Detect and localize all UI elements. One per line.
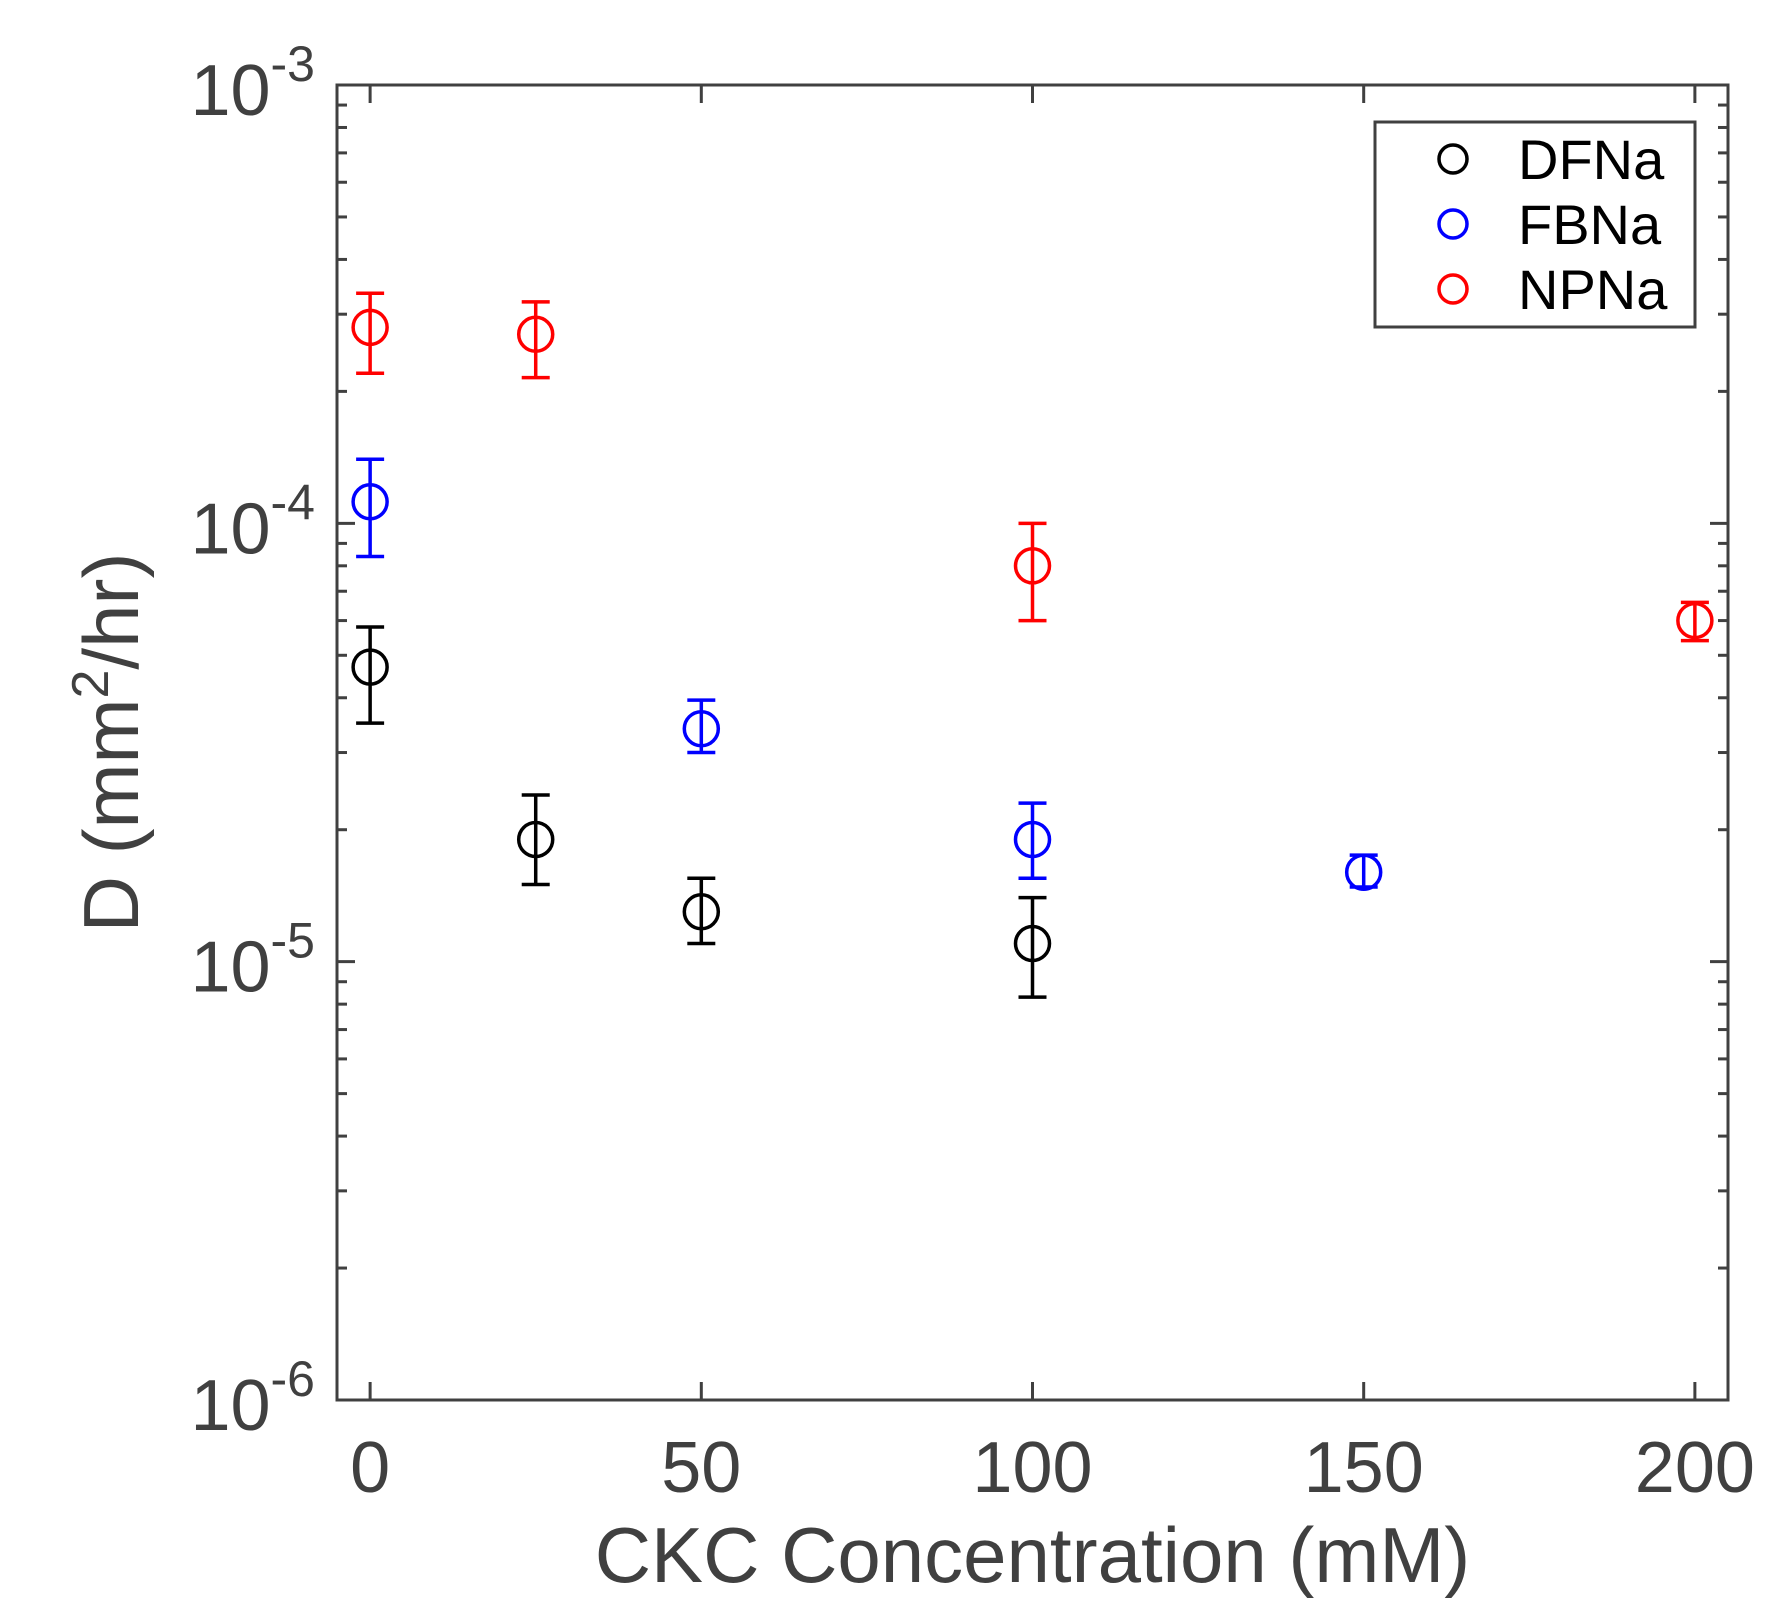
y-axis-title-superscript: 2	[62, 670, 120, 699]
data-point	[682, 892, 721, 931]
data-point	[1013, 924, 1052, 963]
x-tick-label: 150	[1304, 1428, 1424, 1508]
data-point	[351, 308, 389, 347]
x-axis-title: CKC Concentration (mM)	[595, 1511, 1471, 1599]
series-fbna	[351, 457, 1383, 891]
data-layer	[351, 291, 1714, 999]
data-point	[1013, 547, 1052, 585]
data-point	[1344, 853, 1383, 891]
legend-label: DFNa	[1518, 128, 1665, 191]
data-point	[1013, 820, 1052, 859]
y-tick-label: 10-3	[190, 36, 315, 131]
data-point	[516, 820, 555, 859]
legend-label: NPNa	[1518, 258, 1668, 321]
axis-labels: CKC Concentration (mM) D (mm2/hr)	[62, 553, 1470, 1599]
axes-layer: 10-3 10-4 10-5 10-6 0 50 100 150 200	[190, 36, 1755, 1508]
legend-marker	[1437, 273, 1469, 305]
legend-marker	[1437, 143, 1469, 175]
series-dfna	[351, 625, 1052, 999]
data-point	[1676, 601, 1714, 640]
data-point	[516, 315, 555, 354]
x-tick-label: 200	[1635, 1428, 1755, 1508]
x-tick-label: 50	[661, 1428, 741, 1508]
y-axis-title: D (mm2/hr)	[62, 553, 155, 933]
x-tick-label: 0	[350, 1428, 390, 1508]
y-axis-title-suffix: /hr)	[67, 553, 155, 670]
legend-label: FBNa	[1518, 193, 1662, 256]
x-tick-label: 100	[972, 1428, 1092, 1508]
y-tick-label: 10-6	[190, 1351, 315, 1446]
y-axis-title-prefix: D (mm	[67, 698, 155, 932]
legend-marker	[1437, 208, 1469, 240]
data-point	[351, 648, 389, 686]
series-npna	[351, 291, 1714, 643]
y-tick-label: 10-4	[190, 474, 315, 569]
data-point	[351, 483, 389, 521]
legend-box	[1373, 120, 1697, 329]
data-point	[682, 709, 721, 748]
y-tick-label: 10-5	[190, 913, 315, 1008]
